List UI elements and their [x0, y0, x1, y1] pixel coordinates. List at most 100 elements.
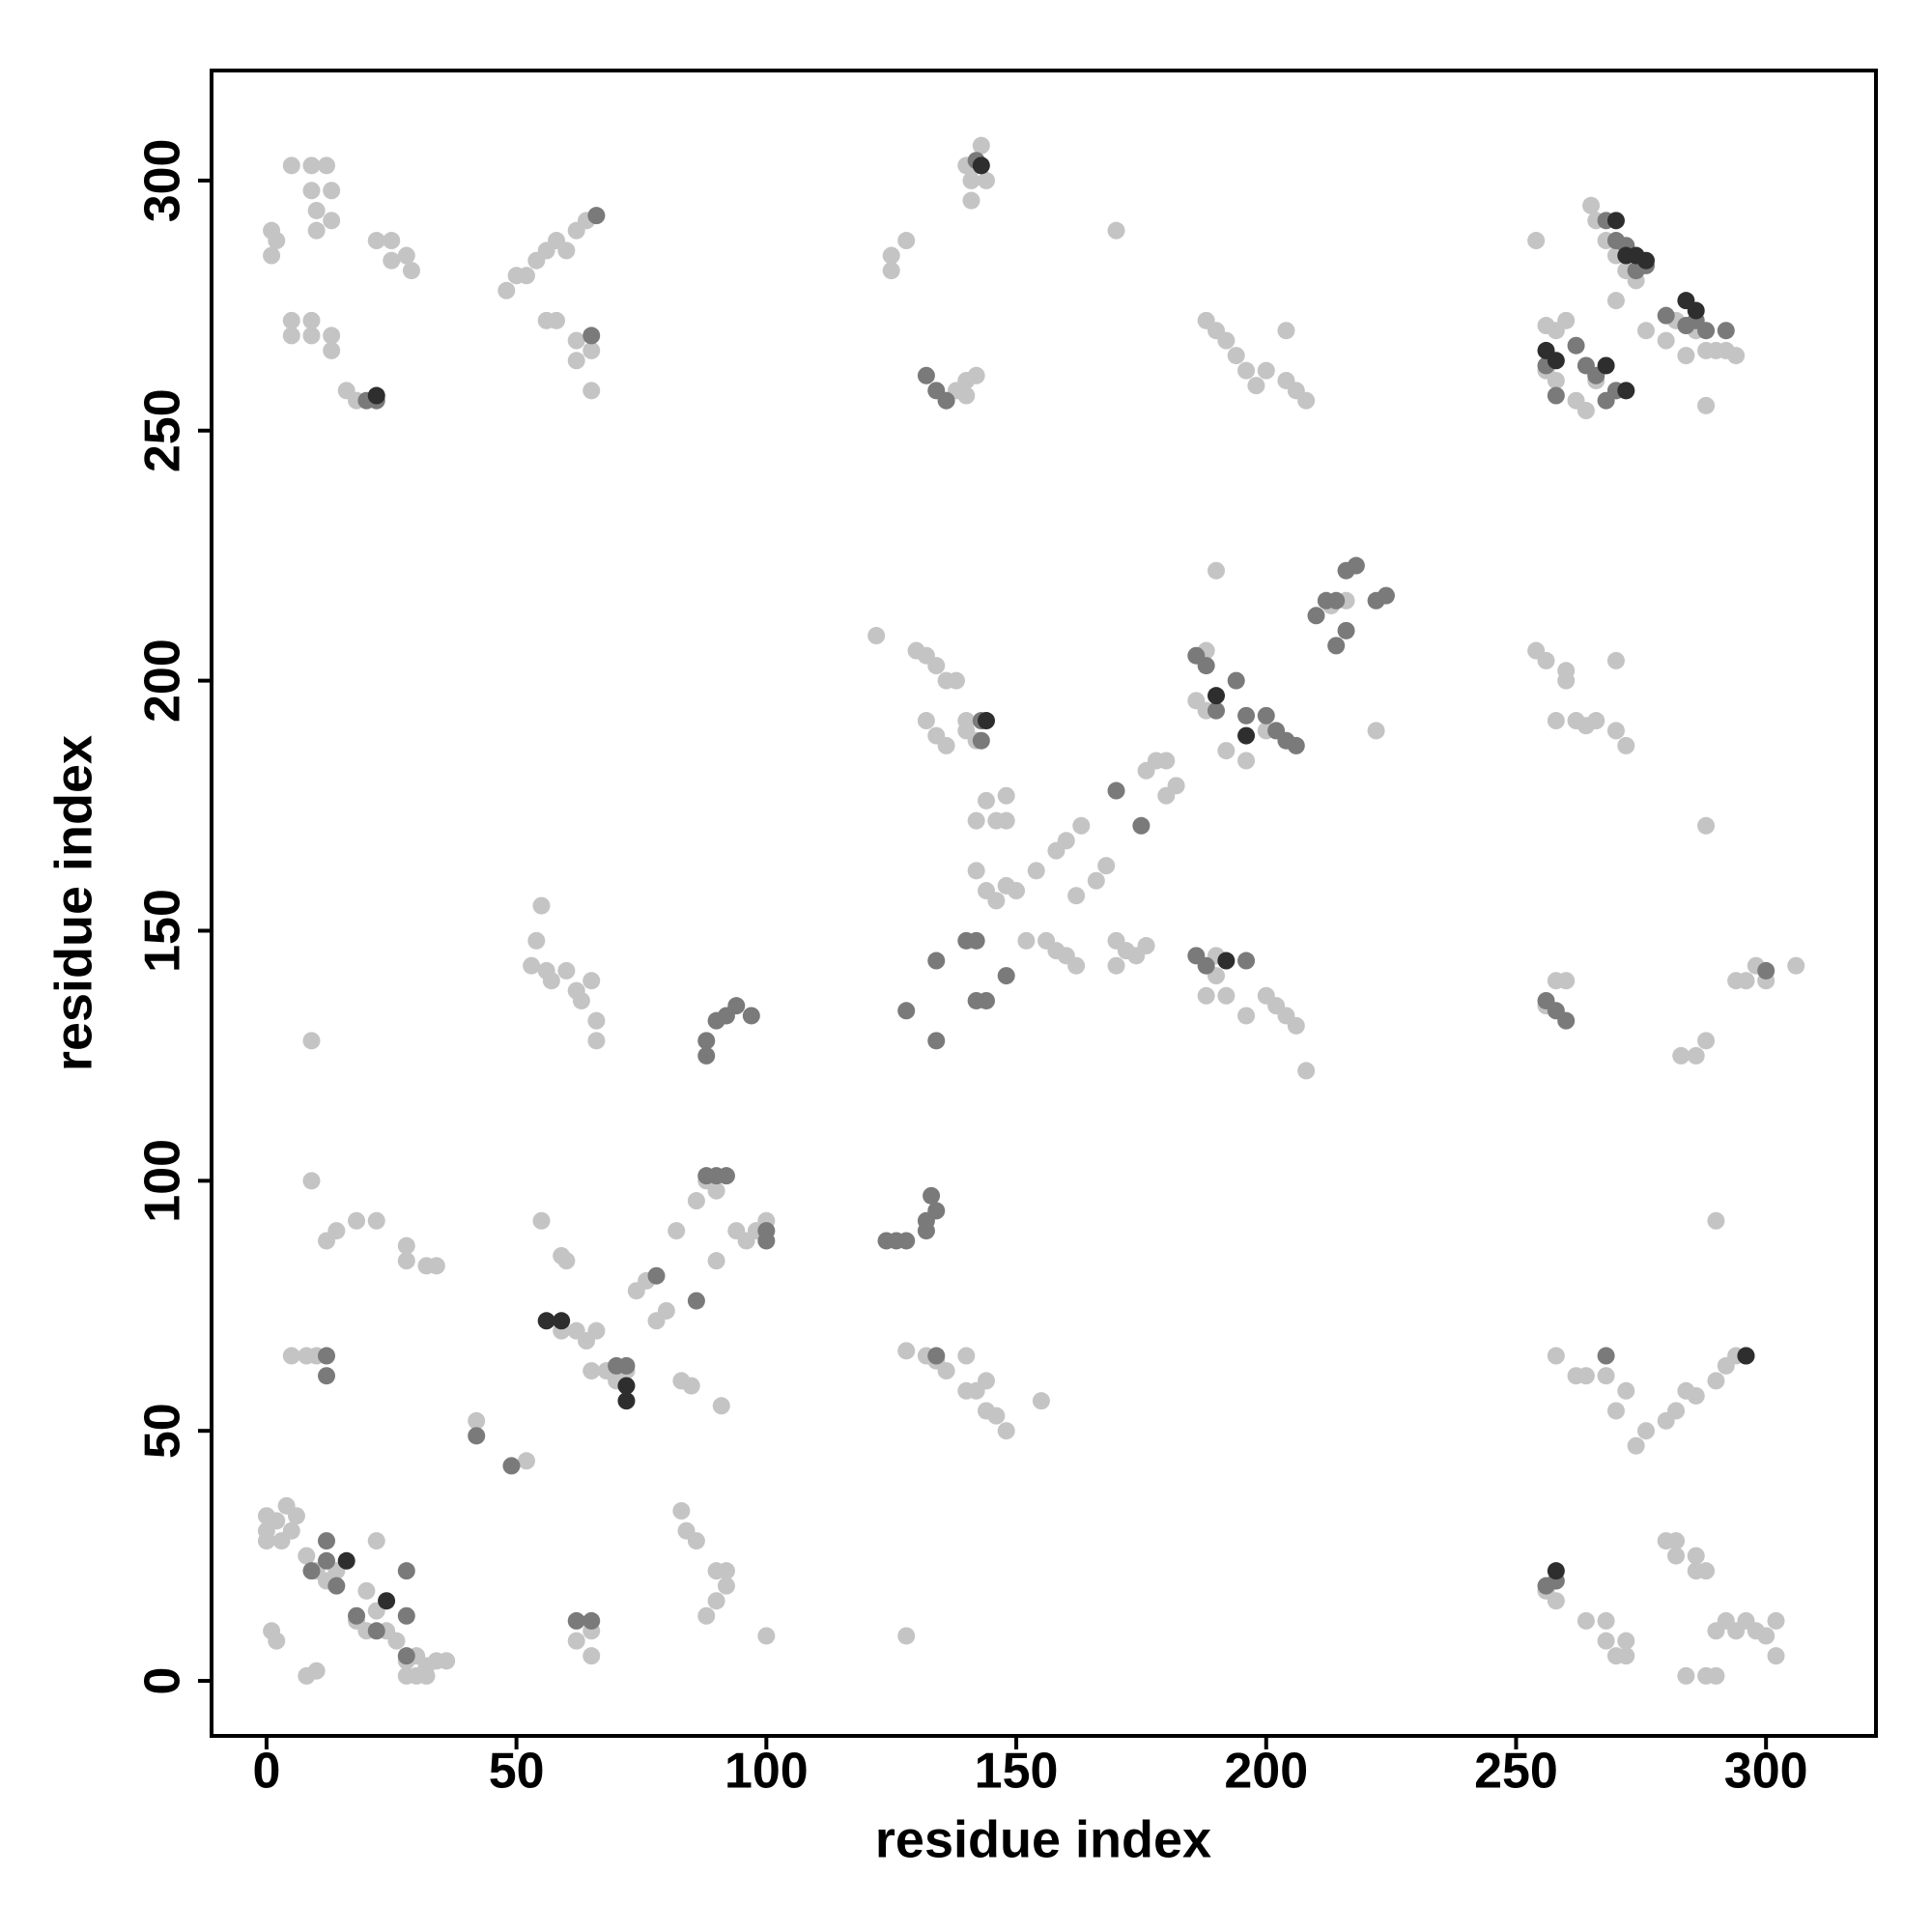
- point: [972, 156, 990, 175]
- point: [282, 156, 300, 175]
- point: [757, 1627, 776, 1645]
- point: [977, 171, 995, 189]
- point: [757, 1232, 776, 1250]
- point: [397, 1236, 415, 1255]
- point: [1667, 1547, 1686, 1565]
- point: [1307, 607, 1325, 625]
- point: [402, 262, 420, 280]
- point: [1767, 1611, 1785, 1630]
- point: [282, 327, 300, 345]
- point: [1606, 292, 1625, 310]
- x-tick-label: 200: [1224, 1744, 1308, 1800]
- point: [348, 1606, 366, 1625]
- point: [302, 182, 321, 200]
- point: [1197, 657, 1215, 675]
- point: [587, 1032, 606, 1050]
- y-tick-label: 200: [135, 639, 191, 723]
- point: [867, 627, 886, 645]
- point: [1697, 1032, 1716, 1050]
- point: [582, 341, 601, 359]
- point: [1547, 386, 1565, 405]
- point: [1107, 956, 1125, 975]
- point: [523, 956, 541, 975]
- point: [1582, 196, 1601, 214]
- point: [378, 1592, 396, 1610]
- y-tick-label: 0: [135, 1667, 191, 1695]
- point: [557, 961, 576, 980]
- point: [1057, 832, 1075, 850]
- point: [323, 341, 341, 359]
- point: [1757, 961, 1776, 980]
- point: [1577, 1611, 1595, 1630]
- point: [1157, 752, 1176, 770]
- point: [557, 1252, 576, 1270]
- point: [397, 1606, 415, 1625]
- point: [1237, 752, 1256, 770]
- point: [1617, 382, 1635, 400]
- point: [1527, 232, 1546, 250]
- point: [582, 1647, 601, 1665]
- point: [587, 1011, 606, 1030]
- point: [257, 1532, 275, 1550]
- point: [357, 1581, 376, 1600]
- point: [1757, 1627, 1776, 1645]
- point: [967, 862, 985, 880]
- point: [1287, 1016, 1305, 1035]
- point: [682, 1377, 700, 1395]
- point: [1636, 251, 1655, 270]
- point: [897, 1002, 916, 1020]
- point: [717, 1167, 735, 1185]
- point: [582, 1611, 601, 1630]
- point: [1667, 1402, 1686, 1420]
- y-tick-label: 100: [135, 1139, 191, 1223]
- point: [1547, 1347, 1565, 1365]
- point: [742, 1007, 760, 1025]
- point: [337, 1551, 355, 1570]
- point: [977, 1372, 995, 1390]
- point: [1767, 1647, 1785, 1665]
- point: [1067, 956, 1086, 975]
- point: [318, 1532, 336, 1550]
- point: [927, 1202, 946, 1220]
- point: [1606, 212, 1625, 230]
- point: [367, 232, 385, 250]
- x-tick-label: 0: [252, 1744, 280, 1800]
- point: [1217, 331, 1236, 350]
- point: [517, 1452, 535, 1470]
- point: [617, 1392, 636, 1410]
- point: [1208, 687, 1226, 705]
- point: [1107, 221, 1125, 240]
- point: [997, 1422, 1015, 1440]
- point: [302, 327, 321, 345]
- point: [468, 1411, 486, 1430]
- point: [1008, 882, 1026, 900]
- point: [1337, 621, 1355, 639]
- point: [937, 1362, 955, 1380]
- point: [962, 191, 980, 210]
- point: [327, 1222, 346, 1240]
- point: [307, 201, 326, 219]
- point: [517, 267, 535, 285]
- point: [997, 786, 1015, 805]
- point: [897, 1232, 916, 1250]
- point: [957, 386, 976, 405]
- x-axis-title: residue index: [875, 1810, 1211, 1868]
- point: [927, 1032, 946, 1050]
- point: [1107, 781, 1125, 800]
- point: [1097, 857, 1116, 875]
- point: [282, 1347, 300, 1365]
- point: [1697, 816, 1716, 835]
- point: [1237, 361, 1256, 380]
- point: [687, 1532, 705, 1550]
- point: [582, 972, 601, 990]
- point: [1687, 1562, 1705, 1580]
- point: [323, 327, 341, 345]
- point: [268, 1512, 286, 1530]
- point: [727, 997, 746, 1015]
- point: [1707, 1666, 1725, 1685]
- point: [687, 1292, 705, 1310]
- point: [957, 712, 976, 730]
- point: [927, 657, 946, 675]
- point: [287, 1507, 305, 1525]
- point: [977, 712, 995, 730]
